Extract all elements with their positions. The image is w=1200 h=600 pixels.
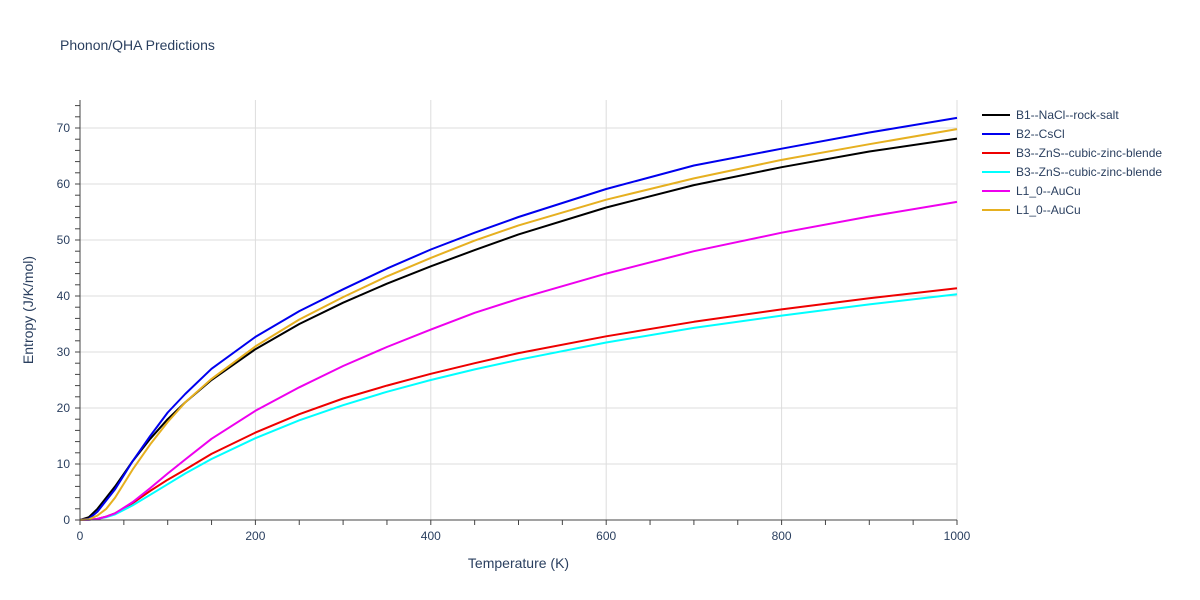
legend: B1--NaCl--rock-salt B2--CsCl B3--ZnS--cubi…	[982, 108, 1162, 217]
y-tick-label: 20	[57, 401, 71, 415]
x-tick-label: 600	[596, 529, 616, 543]
x-tick-label: 400	[421, 529, 441, 543]
gridlines	[80, 100, 958, 520]
y-tick-label: 60	[57, 177, 71, 191]
legend-label-6: L1_0--AuCu	[1016, 203, 1081, 217]
series-line-6	[79, 128, 958, 521]
y-tick-label: 30	[57, 345, 71, 359]
x-tick-label: 0	[77, 529, 84, 543]
y-tick-label: 70	[57, 121, 71, 135]
y-tick-label: 10	[57, 457, 71, 471]
legend-label-3: B3--ZnS--cubic-zinc-blende	[1016, 146, 1162, 160]
x-tick-label: 1000	[944, 529, 971, 543]
y-tick-label: 40	[57, 289, 71, 303]
series-line-3	[79, 287, 958, 521]
x-axis-title: Temperature (K)	[468, 555, 569, 571]
series-line-2	[79, 116, 958, 521]
series-line-5	[79, 200, 958, 521]
series-line-4	[79, 293, 958, 521]
legend-label-1: B1--NaCl--rock-salt	[1016, 108, 1119, 122]
x-tick-label: 200	[245, 529, 265, 543]
x-tick-label: 800	[772, 529, 792, 543]
series-lines	[79, 116, 958, 521]
series-line-1	[79, 137, 958, 521]
legend-label-5: L1_0--AuCu	[1016, 184, 1081, 198]
legend-label-2: B2--CsCl	[1016, 127, 1065, 141]
axes: 0 200 400 600 800 1000 0 10 20 30 40 50 60 70	[57, 100, 971, 543]
legend-label-4: B3--ZnS--cubic-zinc-blende	[1016, 165, 1162, 179]
y-tick-label: 50	[57, 233, 71, 247]
y-tick-label: 0	[63, 513, 70, 527]
chart-title: Phonon/QHA Predictions	[60, 37, 215, 53]
y-axis-title: Entropy (J/K/mol)	[20, 256, 36, 364]
